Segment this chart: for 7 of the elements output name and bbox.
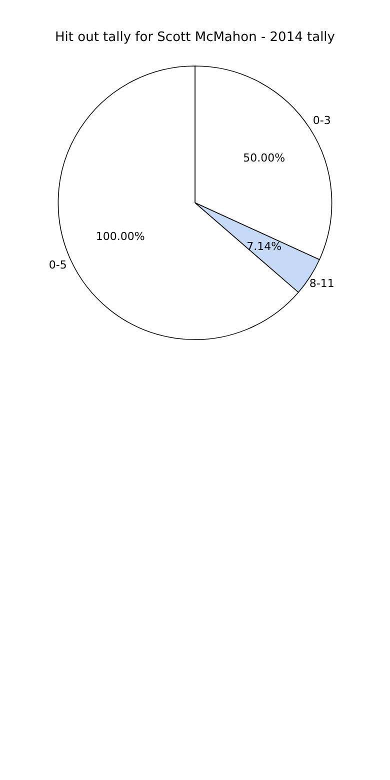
data-label: 7.14% [246,240,282,254]
slice-label: 0-5 [48,258,67,272]
data-label: 50.00% [243,151,286,164]
slice-label: 0-3 [312,114,331,128]
chart-title: Hit out tally for Scott McMahon - 2014 tally [55,30,336,46]
slice-label: 8-11 [309,277,334,290]
data-label: 100.00% [96,230,145,243]
